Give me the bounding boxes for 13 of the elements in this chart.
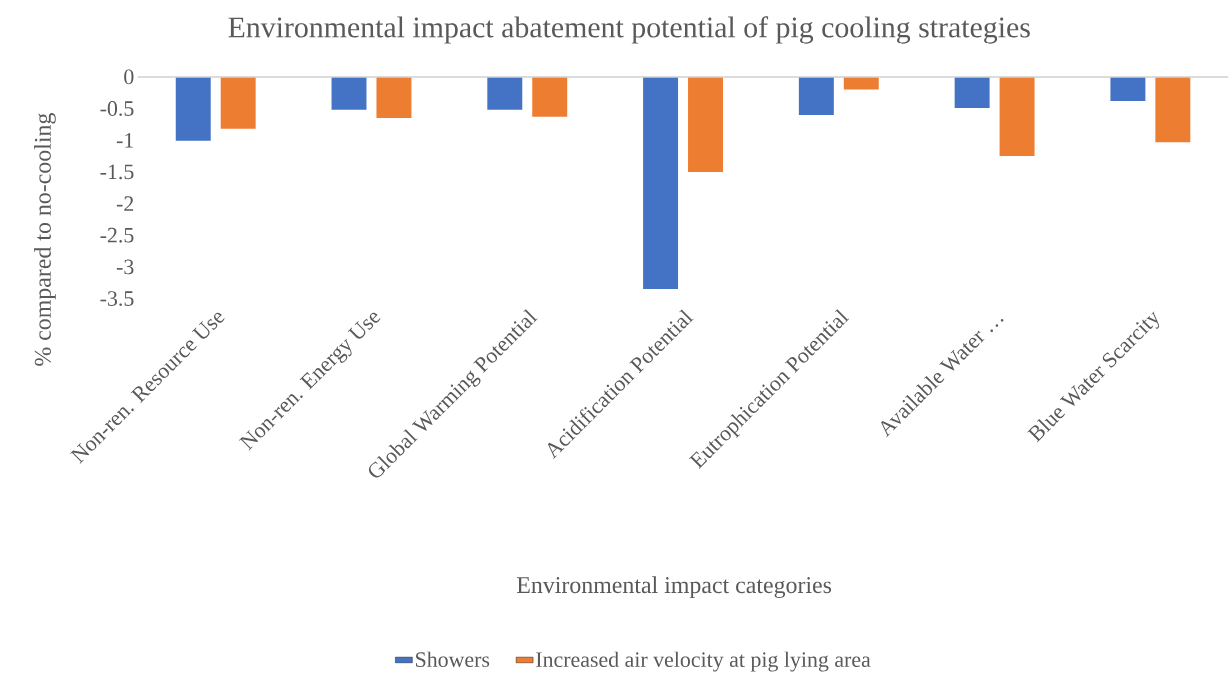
y-tick-label: -1 [116,132,133,148]
y-tick-label: -3 [116,259,134,275]
y-tick-label: -3.5 [100,291,134,306]
y-tick-label: -1.5 [100,164,134,180]
y-axis-title: % compared to no-cooling [34,113,56,366]
y-tick-label: -2.5 [100,227,134,243]
chart-title: Environmental impact abatement potential of pig cooling strategies [228,16,1030,44]
legend-label: Increased air velocity at pig lying area [536,651,871,672]
y-tick-label: 0 [124,69,134,85]
x-axis-title: Environmental impact categories [516,576,832,599]
y-tick-label: -0.5 [100,101,134,116]
y-tick-label: -2 [116,196,134,211]
legend-label: Showers [416,651,490,667]
